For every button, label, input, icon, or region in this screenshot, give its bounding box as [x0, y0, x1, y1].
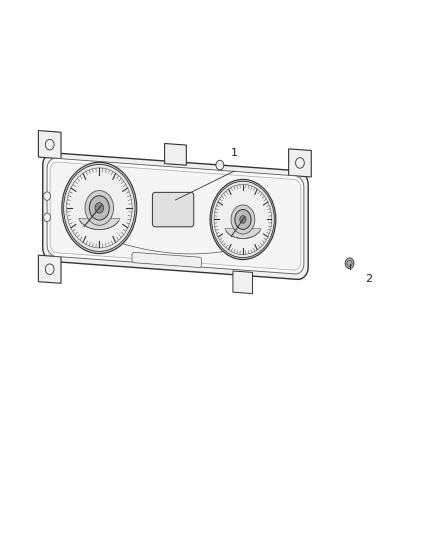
Polygon shape: [233, 271, 253, 294]
Circle shape: [216, 160, 224, 170]
Circle shape: [214, 184, 272, 255]
Polygon shape: [47, 158, 304, 274]
Circle shape: [67, 168, 132, 248]
Polygon shape: [289, 149, 311, 177]
Circle shape: [89, 196, 110, 220]
Polygon shape: [39, 131, 61, 159]
Circle shape: [240, 216, 246, 223]
Text: 1: 1: [231, 148, 238, 158]
Circle shape: [235, 209, 251, 229]
Circle shape: [95, 203, 104, 213]
Polygon shape: [165, 143, 186, 165]
Circle shape: [347, 260, 352, 266]
Circle shape: [44, 213, 50, 222]
Polygon shape: [50, 162, 301, 270]
Circle shape: [212, 181, 274, 257]
Circle shape: [62, 162, 137, 254]
Polygon shape: [79, 219, 120, 230]
Polygon shape: [39, 255, 61, 284]
Circle shape: [64, 165, 135, 252]
Circle shape: [44, 192, 50, 200]
Text: 2: 2: [366, 274, 373, 285]
Circle shape: [85, 190, 113, 225]
Polygon shape: [132, 253, 201, 268]
Circle shape: [210, 180, 276, 260]
Polygon shape: [152, 192, 194, 227]
Circle shape: [231, 205, 255, 234]
Polygon shape: [225, 229, 261, 239]
Polygon shape: [43, 153, 308, 279]
Circle shape: [345, 258, 354, 269]
